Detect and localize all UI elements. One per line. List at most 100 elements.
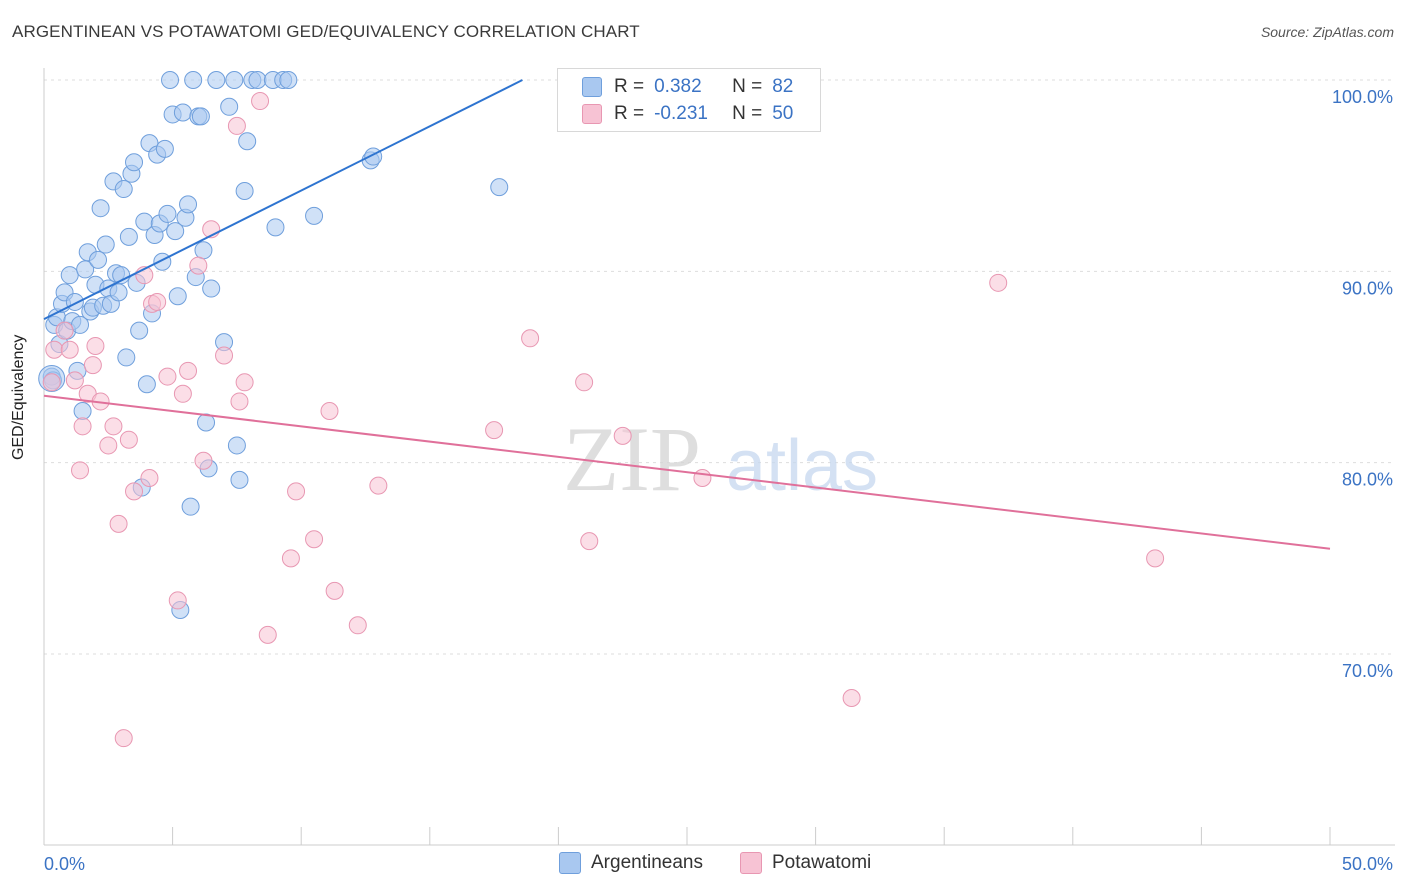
point-potawatomi xyxy=(580,532,599,551)
watermark-atlas: atlas xyxy=(726,426,878,506)
point-argentineans xyxy=(248,71,267,89)
point-argentineans xyxy=(71,315,90,334)
point-argentineans xyxy=(220,97,239,116)
trend-line-potawatomi xyxy=(43,394,1331,550)
point-argentineans xyxy=(227,436,246,455)
point-potawatomi xyxy=(86,336,105,355)
point-potawatomi xyxy=(251,92,270,111)
point-argentineans xyxy=(125,153,144,172)
point-potawatomi xyxy=(842,689,861,708)
point-potawatomi xyxy=(104,417,123,436)
point-argentineans xyxy=(73,402,92,421)
point-argentineans xyxy=(161,71,180,89)
point-argentineans xyxy=(238,132,257,151)
x-tick-label: 0.0% xyxy=(44,854,85,874)
point-argentineans xyxy=(65,292,84,311)
point-potawatomi xyxy=(83,356,102,375)
source-label: Source: ZipAtlas.com xyxy=(1260,24,1394,40)
series-potawatomi xyxy=(42,92,1165,748)
legend-row-argentineans: R = 0.382 N = 82 xyxy=(582,74,793,100)
legend-item-argentineans[interactable]: Argentineans xyxy=(559,852,703,874)
point-argentineans xyxy=(202,279,221,298)
point-argentineans xyxy=(91,199,110,218)
point-potawatomi xyxy=(114,729,133,748)
point-argentineans xyxy=(117,348,136,367)
point-argentineans xyxy=(76,260,95,279)
point-potawatomi xyxy=(99,436,118,455)
point-potawatomi xyxy=(148,292,167,311)
point-argentineans xyxy=(119,227,138,246)
point-argentineans xyxy=(158,204,177,223)
point-argentineans xyxy=(181,497,200,516)
legend-n-value: 82 xyxy=(772,76,794,97)
point-argentineans xyxy=(207,71,226,89)
point-argentineans xyxy=(225,71,244,89)
point-argentineans xyxy=(109,283,128,302)
point-potawatomi xyxy=(1146,549,1165,568)
point-potawatomi xyxy=(158,367,177,386)
point-potawatomi xyxy=(287,482,306,501)
point-potawatomi xyxy=(42,373,61,392)
point-argentineans xyxy=(89,250,108,269)
legend-r-value: 0.382 xyxy=(654,76,702,97)
point-potawatomi xyxy=(71,461,90,480)
legend-r-label: R = xyxy=(614,76,645,97)
point-potawatomi xyxy=(258,625,277,644)
trend-lines xyxy=(43,79,1331,550)
point-potawatomi xyxy=(521,329,540,348)
correlation-legend: R = 0.382 N = 82 R = -0.231 N = 50 xyxy=(557,68,821,132)
y-axis-label: GED/Equivalency xyxy=(10,334,27,460)
point-argentineans xyxy=(114,180,133,199)
point-potawatomi xyxy=(65,371,84,390)
series-argentineans xyxy=(38,71,509,619)
legend-n-value: 50 xyxy=(772,103,794,124)
y-tick-label: 90.0% xyxy=(1342,278,1393,298)
point-argentineans xyxy=(60,266,79,285)
point-potawatomi xyxy=(55,321,74,340)
point-potawatomi xyxy=(235,373,254,392)
grid-lines xyxy=(44,79,1395,655)
point-potawatomi xyxy=(485,421,504,440)
y-tick-label: 80.0% xyxy=(1342,470,1393,490)
point-potawatomi xyxy=(348,616,367,635)
point-argentineans xyxy=(96,235,115,254)
point-argentineans xyxy=(235,181,254,200)
point-argentineans xyxy=(173,103,192,122)
point-argentineans xyxy=(166,222,185,241)
point-potawatomi xyxy=(45,340,64,359)
watermark-zip: ZIP xyxy=(563,408,701,510)
x-tick-label: 50.0% xyxy=(1342,854,1393,874)
legend-r-label: R = xyxy=(614,103,645,124)
legend-swatch-blue xyxy=(582,77,602,97)
point-argentineans xyxy=(153,252,172,271)
point-potawatomi xyxy=(227,116,246,135)
legend-n-label: N = xyxy=(732,76,763,97)
chart-title: ARGENTINEAN VS POTAWATOMI GED/EQUIVALENC… xyxy=(12,22,640,41)
legend-n-label: N = xyxy=(732,103,763,124)
legend-row-potawatomi: R = -0.231 N = 50 xyxy=(582,101,793,127)
point-potawatomi xyxy=(140,468,159,487)
point-argentineans xyxy=(230,470,249,489)
point-potawatomi xyxy=(693,468,712,487)
point-argentineans xyxy=(279,71,298,89)
point-argentineans xyxy=(130,321,149,340)
point-argentineans xyxy=(194,241,213,260)
point-argentineans xyxy=(191,107,210,126)
trend-line-argentineans xyxy=(43,79,523,321)
point-potawatomi xyxy=(173,384,192,403)
legend-label-potawatomi: Potawatomi xyxy=(772,852,872,873)
point-potawatomi xyxy=(125,482,144,501)
point-potawatomi xyxy=(109,514,128,533)
point-potawatomi xyxy=(305,530,324,549)
legend-swatch-potawatomi xyxy=(740,852,762,874)
legend-item-potawatomi[interactable]: Potawatomi xyxy=(740,852,871,874)
series-legend: Argentineans Potawatomi xyxy=(0,852,1406,876)
point-potawatomi xyxy=(119,430,138,449)
y-tick-label: 100.0% xyxy=(1332,87,1393,107)
point-potawatomi xyxy=(230,392,249,411)
legend-swatch-argentineans xyxy=(559,852,581,874)
point-argentineans xyxy=(266,218,285,237)
point-potawatomi xyxy=(613,426,632,445)
legend-swatch-pink xyxy=(582,104,602,124)
point-argentineans xyxy=(490,178,509,197)
